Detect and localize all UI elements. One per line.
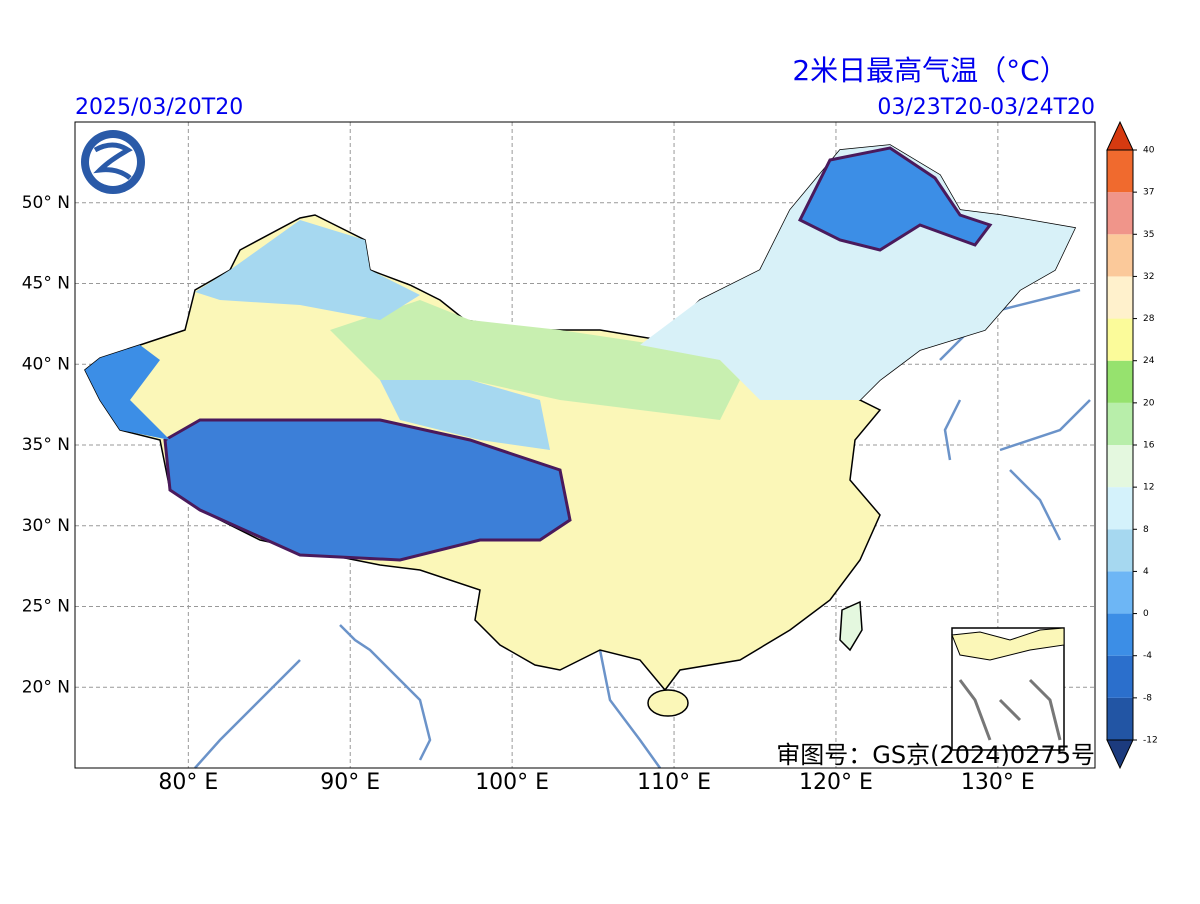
colorbar-segment: [1107, 655, 1133, 698]
colorbar-segment: [1107, 697, 1133, 740]
colorbar-segment: [1107, 402, 1133, 445]
northeast-cool-zone: [640, 145, 1075, 400]
land-shapes: [84, 144, 1091, 769]
colorbar-extend-low: [1106, 739, 1134, 770]
y-tick-label: 25° N: [22, 597, 70, 617]
y-tick-label: 50° N: [22, 193, 70, 213]
north-xinjiang-zone: [195, 220, 420, 320]
colorbar-segment: [1107, 445, 1133, 488]
colorbar-tick-label: 8: [1143, 525, 1149, 535]
colorbar-segment: [1107, 360, 1133, 403]
colorbar-tick-label: 37: [1143, 188, 1154, 198]
y-tick-label: 35° N: [22, 435, 70, 455]
colorbar-extend-high: [1106, 120, 1134, 151]
inset-map: [951, 627, 1065, 751]
colorbar-tick-label: 32: [1143, 272, 1154, 282]
y-tick-label: 30° N: [22, 516, 70, 536]
pamir-cold-zone: [85, 345, 170, 440]
northeast-cold-zone: [797, 146, 993, 252]
colorbar-segment: [1107, 487, 1133, 530]
colorbar-segment: [1107, 234, 1133, 277]
colorbar-tick-label: -12: [1143, 736, 1158, 746]
colorbar-tick-label: 20: [1143, 398, 1155, 408]
colorbar-segment: [1107, 529, 1133, 572]
y-tick-label: 20° N: [22, 677, 70, 697]
colorbar-segment: [1107, 613, 1133, 656]
valid-period: 03/23T20-03/24T20: [877, 95, 1095, 120]
warm-green-zone: [330, 300, 740, 420]
x-tick-label: 90° E: [320, 770, 380, 795]
inset-land: [951, 627, 1065, 661]
colorbar-segment: [1107, 276, 1133, 319]
x-tick-label: 130° E: [961, 770, 1035, 795]
colorbar-tick-label: 35: [1143, 230, 1154, 240]
map-frame: [74, 121, 1096, 769]
colorbar-tick-label: 24: [1143, 356, 1155, 366]
hainan: [647, 689, 689, 717]
x-tick-label: 80° E: [158, 770, 218, 795]
review-number: 审图号：GS京(2024)0275号: [776, 741, 1095, 769]
y-tick-label: 45° N: [22, 274, 70, 294]
colorbar-tick-label: 16: [1143, 441, 1155, 451]
colorbar-tick-label: 40: [1143, 146, 1155, 156]
colorbar-segment: [1107, 192, 1133, 235]
logo-mark: [93, 142, 133, 180]
colorbar-tick-label: -4: [1143, 651, 1152, 661]
qaidam-zone: [380, 380, 550, 450]
colorbar: -12 -8 -4 0 4 8 12 16 20 24 28 32 35 37 40: [1106, 120, 1158, 770]
colorbar-segment: [1107, 318, 1133, 361]
colorbar-segment: [1107, 150, 1133, 193]
colorbar-tick-label: 28: [1143, 314, 1155, 324]
issue-time: 2025/03/20T20: [75, 95, 243, 120]
colorbar-tick-label: 4: [1143, 567, 1149, 577]
plateau-cold-zone: [163, 418, 572, 562]
colorbar-segment: [1107, 571, 1133, 614]
taiwan: [839, 600, 863, 652]
x-tick-label: 110° E: [637, 770, 711, 795]
y-tick-label: 40° N: [22, 354, 70, 374]
x-tick-label: 120° E: [799, 770, 873, 795]
inset-islands: [958, 678, 1062, 741]
x-tick-label: 100° E: [475, 770, 549, 795]
map-title: 2米日最高气温（°C）: [792, 54, 1067, 87]
colorbar-tick-label: 0: [1143, 609, 1149, 619]
colorbar-tick-label: 12: [1143, 483, 1154, 493]
colorbar-tick-label: -8: [1143, 693, 1152, 703]
